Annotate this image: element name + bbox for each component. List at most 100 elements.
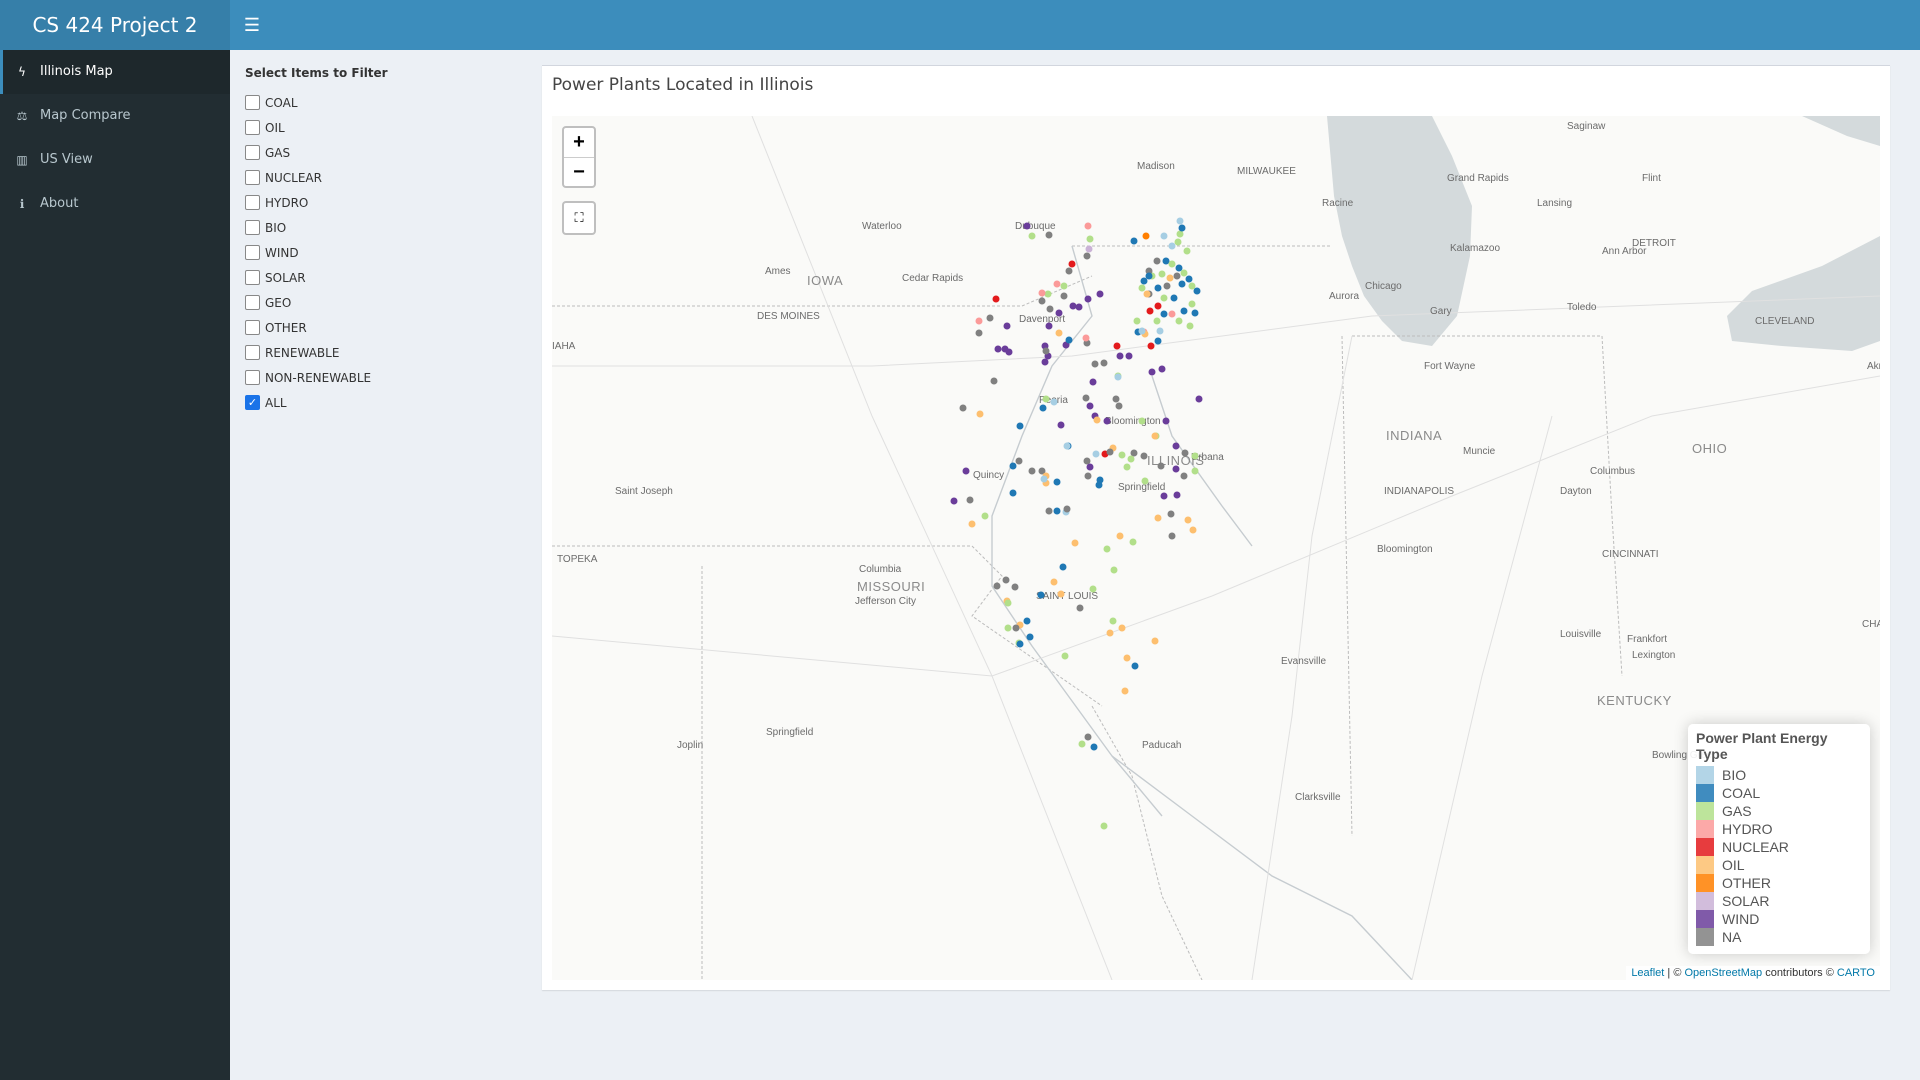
plant-marker-na[interactable] [1130, 449, 1138, 457]
plant-marker-na[interactable] [1011, 583, 1019, 591]
plant-marker-na[interactable] [1038, 467, 1046, 475]
filter-option-bio[interactable]: BIO [245, 215, 505, 240]
plant-marker-oil[interactable] [968, 520, 976, 528]
plant-marker-coal[interactable] [1065, 336, 1073, 344]
plant-marker-coal[interactable] [1016, 640, 1024, 648]
filter-option-hydro[interactable]: HYDRO [245, 190, 505, 215]
plant-marker-na[interactable] [986, 314, 994, 322]
plant-marker-wind[interactable] [1005, 348, 1013, 356]
reset-view-icon[interactable]: ⛶ [562, 201, 596, 235]
plant-marker-na[interactable] [1145, 267, 1153, 275]
plant-marker-hydro[interactable] [1038, 289, 1046, 297]
plant-marker-coal[interactable] [1175, 264, 1183, 272]
plant-marker-bio[interactable] [1176, 217, 1184, 225]
plant-marker-na[interactable] [1028, 467, 1036, 475]
plant-marker-gas[interactable] [1109, 617, 1117, 625]
plant-marker-gas[interactable] [981, 512, 989, 520]
plant-marker-na[interactable] [1042, 347, 1050, 355]
plant-marker-wind[interactable] [1162, 417, 1170, 425]
sidebar-item-about[interactable]: ℹ About [0, 182, 230, 226]
plant-marker-bio[interactable] [1050, 398, 1058, 406]
plant-marker-oil[interactable] [1050, 578, 1058, 586]
plant-marker-oil[interactable] [1166, 274, 1174, 282]
plant-marker-wind[interactable] [1173, 491, 1181, 499]
filter-option-gas[interactable]: GAS [245, 140, 505, 165]
filter-option-nuclear[interactable]: NUCLEAR [245, 165, 505, 190]
plant-marker-na[interactable] [1045, 231, 1053, 239]
plant-marker-na[interactable] [1076, 604, 1084, 612]
checkbox[interactable] [245, 170, 260, 185]
plant-marker-wind[interactable] [1103, 417, 1111, 425]
plant-marker-na[interactable] [1046, 305, 1054, 313]
checkbox[interactable] [245, 345, 260, 360]
plant-marker-gas[interactable] [1103, 545, 1111, 553]
illinois-map[interactable]: Saginaw Madison MILWAUKEE Grand Rapids Flint… [552, 116, 1880, 980]
plant-marker-wind[interactable] [1075, 303, 1083, 311]
plant-marker-wind[interactable] [994, 345, 1002, 353]
plant-marker-gas[interactable] [1141, 477, 1149, 485]
checkbox[interactable] [245, 145, 260, 160]
plant-marker-gas[interactable] [1160, 294, 1168, 302]
plant-marker-na[interactable] [959, 404, 967, 412]
plant-marker-gas[interactable] [1089, 585, 1097, 593]
filter-option-wind[interactable]: WIND [245, 240, 505, 265]
plant-marker-na[interactable] [1060, 292, 1068, 300]
plant-marker-coal[interactable] [1154, 337, 1162, 345]
plant-marker-coal[interactable] [1016, 422, 1024, 430]
plant-marker-oil[interactable] [1121, 687, 1129, 695]
checkbox[interactable] [245, 295, 260, 310]
plant-marker-gas[interactable] [1060, 282, 1068, 290]
plant-marker-gas[interactable] [1186, 322, 1194, 330]
sidebar-item-illinois-map[interactable]: ϟ Illinois Map [0, 50, 230, 94]
plant-marker-oil[interactable] [1057, 590, 1065, 598]
plant-marker-gas[interactable] [1158, 270, 1166, 278]
plant-marker-na[interactable] [1065, 267, 1073, 275]
plant-marker-na[interactable] [1106, 448, 1114, 456]
plant-marker-na[interactable] [1100, 359, 1108, 367]
plant-marker-wind[interactable] [1172, 442, 1180, 450]
checkbox[interactable] [245, 245, 260, 260]
plant-marker-nuclear[interactable] [1154, 302, 1162, 310]
plant-marker-gas[interactable] [1188, 300, 1196, 308]
plant-marker-gas[interactable] [1110, 566, 1118, 574]
plant-marker-wind[interactable] [950, 497, 958, 505]
plant-marker-coal[interactable] [1191, 309, 1199, 317]
filter-option-oil[interactable]: OIL [245, 115, 505, 140]
plant-marker-coal[interactable] [1026, 633, 1034, 641]
plant-marker-wind[interactable] [1086, 463, 1094, 471]
plant-marker-na[interactable] [1038, 297, 1046, 305]
plant-marker-bio[interactable] [1114, 373, 1122, 381]
checkbox[interactable] [245, 220, 260, 235]
plant-marker-gas[interactable] [1188, 282, 1196, 290]
plant-marker-wind[interactable] [1003, 322, 1011, 330]
plant-marker-na[interactable] [1112, 395, 1120, 403]
filter-option-coal[interactable]: COAL [245, 90, 505, 115]
plant-marker-gas[interactable] [1100, 822, 1108, 830]
plant-marker-gas[interactable] [1138, 284, 1146, 292]
plant-marker-bio[interactable] [1160, 232, 1168, 240]
plant-marker-gas[interactable] [1168, 260, 1176, 268]
plant-marker-wind[interactable] [1084, 295, 1092, 303]
plant-marker-gas[interactable] [1183, 247, 1191, 255]
filter-option-solar[interactable]: SOLAR [245, 265, 505, 290]
hamburger-icon[interactable]: ☰ [243, 15, 261, 35]
plant-marker-wind[interactable] [1096, 290, 1104, 298]
sidebar-item-us-view[interactable]: ▥ US View [0, 138, 230, 182]
plant-marker-coal[interactable] [1160, 310, 1168, 318]
plant-marker-wind[interactable] [1160, 492, 1168, 500]
plant-marker-gas[interactable] [1061, 652, 1069, 660]
plant-marker-wind[interactable] [1086, 402, 1094, 410]
plant-marker-na[interactable] [1140, 452, 1148, 460]
plant-marker-gas[interactable] [1176, 230, 1184, 238]
plant-marker-coal[interactable] [1053, 507, 1061, 515]
plant-marker-gas[interactable] [1191, 452, 1199, 460]
filter-option-all[interactable]: ✓ ALL [245, 390, 505, 415]
plant-marker-wind[interactable] [1089, 378, 1097, 386]
plant-marker-oil[interactable] [1189, 526, 1197, 534]
plant-marker-coal[interactable] [1185, 275, 1193, 283]
plant-marker-hydro[interactable] [1168, 310, 1176, 318]
plant-marker-gas[interactable] [1078, 740, 1086, 748]
plant-marker-hydro[interactable] [1053, 280, 1061, 288]
plant-marker-hydro[interactable] [1082, 334, 1090, 342]
filter-option-renewable[interactable]: RENEWABLE [245, 340, 505, 365]
